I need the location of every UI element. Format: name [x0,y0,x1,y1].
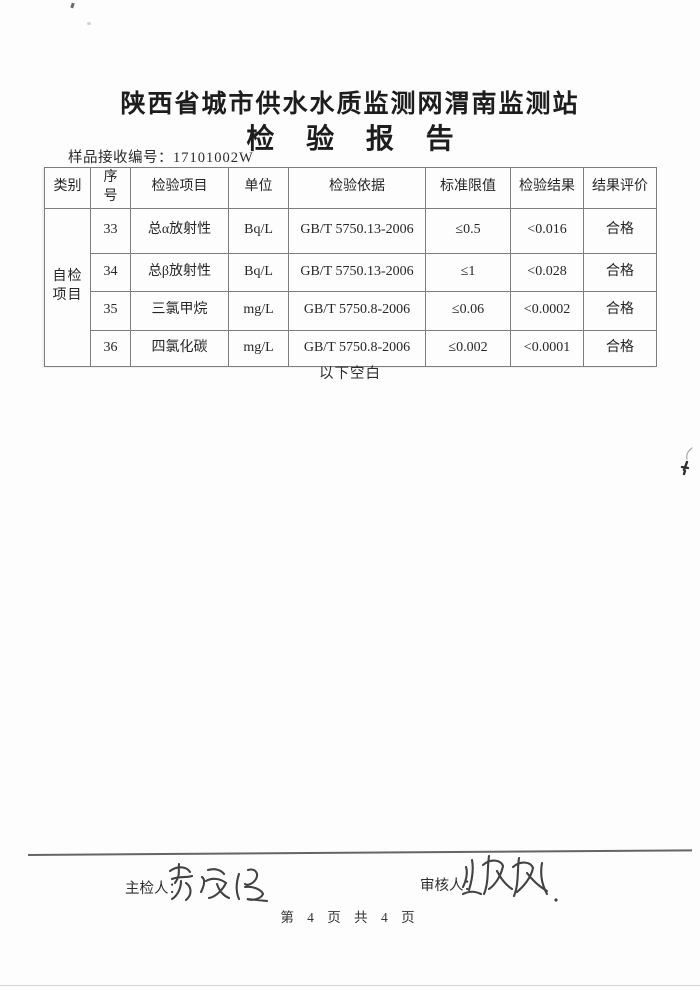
cell-item: 总α放射性 [130,207,229,254]
ink-smudge [680,447,693,476]
cell-unit: Bq/L [228,207,289,254]
cell-evaluation: 合格 [583,252,657,292]
reviewer-label: 审核人： [420,878,478,894]
cell-item: 三氯甲烷 [130,290,229,331]
cell-limit: ≤0.06 [425,290,511,331]
cell-result: <0.028 [510,252,584,292]
table-header-row: 类别 序 号 检验项目 单位 检验依据 标准限值 检验结果 结果评价 [44,167,657,209]
cell-serial: 35 [90,290,131,331]
table-row: 34 总β放射性 Bq/L GB/T 5750.13-2006 ≤1 <0.02… [45,252,657,292]
cell-limit: ≤0.002 [425,329,511,367]
cell-serial: 34 [90,252,131,292]
cell-basis: GB/T 5750.13-2006 [288,252,426,292]
cell-evaluation: 合格 [583,290,657,331]
col-header-result: 检验结果 [510,167,584,209]
scan-edge-line [0,985,700,986]
end-of-data-note: 以下空白 [319,366,381,382]
inspection-table: 类别 序 号 检验项目 单位 检验依据 标准限值 检验结果 结果评价 自检 项目… [44,167,657,367]
cell-item: 总β放射性 [130,252,229,292]
cell-result: <0.016 [510,207,584,254]
col-header-serial: 序 号 [90,167,131,209]
cell-evaluation: 合格 [583,207,657,254]
cell-limit: ≤0.5 [425,207,511,254]
cell-serial: 33 [90,207,131,254]
col-header-evaluation: 结果评价 [583,167,657,209]
scan-speck [87,22,91,25]
inspector-signature [168,862,269,903]
cell-evaluation: 合格 [583,329,657,367]
table-row: 自检 项目 33 总α放射性 Bq/L GB/T 5750.13-2006 ≤0… [44,207,657,367]
inspector-label: 主检人： [125,881,183,897]
cell-unit: mg/L [228,329,289,367]
category-cell: 自检 项目 [44,207,91,367]
cell-serial: 36 [90,329,131,367]
col-header-limit: 标准限值 [425,167,511,209]
cell-basis: GB/T 5750.8-2006 [288,329,426,367]
col-header-item: 检验项目 [130,167,229,209]
cell-basis: GB/T 5750.13-2006 [288,207,426,254]
col-header-unit: 单位 [228,167,289,209]
cell-result: <0.0001 [510,329,584,367]
reviewer-signature [461,854,558,902]
table-row: 36 四氯化碳 mg/L GB/T 5750.8-2006 ≤0.002 <0.… [45,329,657,367]
cell-limit: ≤1 [425,252,511,292]
col-header-basis: 检验依据 [288,167,426,209]
cell-basis: GB/T 5750.8-2006 [288,290,426,331]
cell-unit: Bq/L [228,252,289,292]
cell-result: <0.0002 [510,290,584,331]
footer-divider-line [27,849,692,856]
table-row: 35 三氯甲烷 mg/L GB/T 5750.8-2006 ≤0.06 <0.0… [45,290,657,331]
sample-number-label: 样品接收编号： [68,150,173,166]
col-header-category: 类别 [44,167,91,209]
sample-number-line: 样品接收编号：17101002W [68,146,254,167]
cell-item: 四氯化碳 [130,329,229,367]
cell-unit: mg/L [228,290,289,331]
scan-speck [70,2,75,9]
sample-number-value: 17101002W [173,150,254,166]
organization-title: 陕西省城市供水水质监测网渭南监测站 [120,90,580,118]
report-title: 检 验 报 告 [246,123,466,154]
page-number: 第 4 页 共 4 页 [280,910,420,925]
